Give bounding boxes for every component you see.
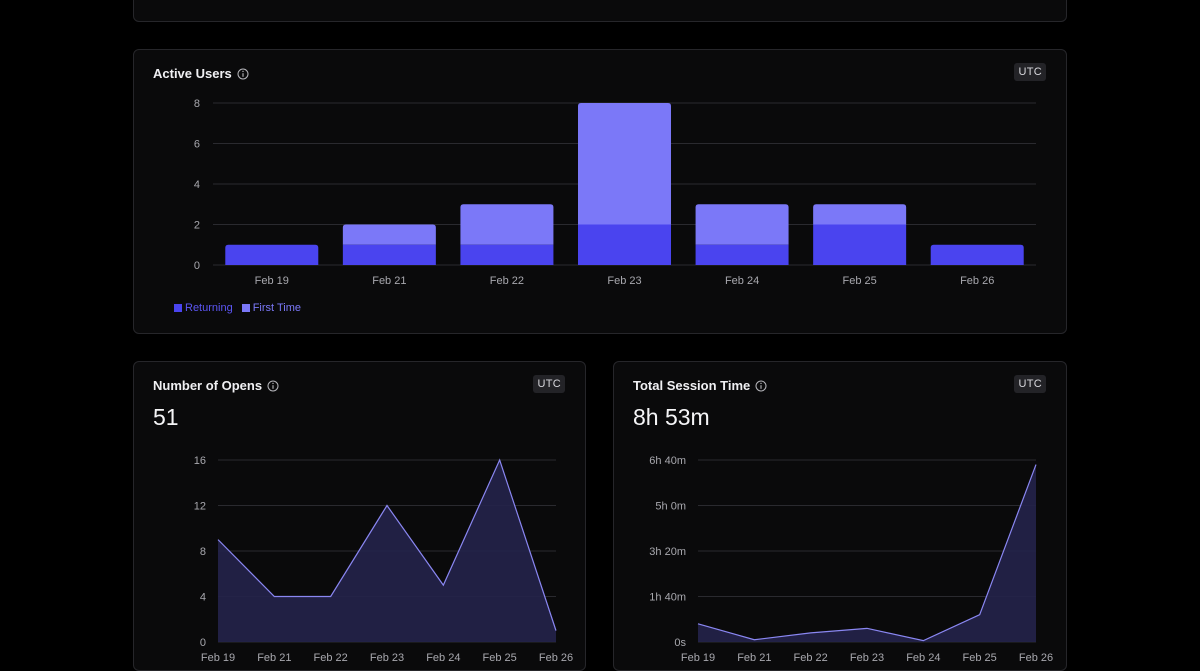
x-tick-label: Feb 26 xyxy=(960,275,994,287)
bar-first-time xyxy=(578,103,671,225)
session-total: 8h 53m xyxy=(633,404,710,430)
series-line xyxy=(217,458,557,631)
timezone-badge[interactable]: UTC xyxy=(533,375,565,393)
number-of-opens-card: Number of Opens UTC 51 0 4 8 12 16 Feb 19 Feb … xyxy=(133,361,586,671)
x-tick-label: Feb 26 xyxy=(1019,652,1053,664)
info-icon[interactable] xyxy=(267,380,279,392)
active-users-title-text: Active Users xyxy=(153,66,232,81)
timezone-badge[interactable]: UTC xyxy=(1014,375,1046,393)
y-tick-label: 8 xyxy=(194,98,200,110)
bar-returning xyxy=(342,244,436,265)
bar-first-time xyxy=(342,224,436,245)
active-users-title: Active Users xyxy=(153,66,249,81)
y-tick-label: 2 xyxy=(194,220,200,232)
x-tick-label: Feb 21 xyxy=(372,275,406,287)
legend-swatch-first-time xyxy=(241,304,250,312)
legend-item-returning[interactable]: Returning xyxy=(174,302,233,314)
x-tick-label: Feb 19 xyxy=(201,652,235,664)
y-tick-label: 16 xyxy=(194,455,206,467)
series-line xyxy=(697,464,1037,642)
x-tick-label: Feb 25 xyxy=(483,652,517,664)
x-tick-label: Feb 26 xyxy=(539,652,573,664)
bar-first-time xyxy=(813,204,907,225)
x-tick-label: Feb 23 xyxy=(370,652,404,664)
bar-returning xyxy=(695,244,789,265)
bar-first-time xyxy=(460,204,554,245)
session-time-chart: 0s 1h 40m 3h 20m 5h 0m 6h 40m Feb 19 Feb 21 Feb… xyxy=(649,455,1053,664)
info-icon[interactable] xyxy=(237,68,249,80)
y-tick-label: 0 xyxy=(200,637,206,649)
x-tick-label: Feb 21 xyxy=(737,652,771,664)
session-title-text: Total Session Time xyxy=(633,378,751,393)
active-users-card: Active Users UTC 0 2 4 6 8 Feb 19 Feb 21 Feb 22… xyxy=(133,49,1067,334)
x-tick-label: Feb 22 xyxy=(314,652,348,664)
x-tick-label: Feb 22 xyxy=(490,275,524,287)
legend-swatch-returning xyxy=(174,304,182,312)
opens-title-text: Number of Opens xyxy=(153,378,263,393)
x-tick-label: Feb 19 xyxy=(681,652,715,664)
x-tick-label: Feb 25 xyxy=(963,652,997,664)
bar-first-time xyxy=(695,204,789,245)
y-tick-label: 5h 0m xyxy=(655,501,686,513)
bar-returning xyxy=(930,244,1024,265)
y-tick-label: 6 xyxy=(194,139,200,151)
legend-item-first-time[interactable]: First Time xyxy=(241,302,301,314)
opens-title: Number of Opens xyxy=(153,378,279,393)
session-title: Total Session Time xyxy=(633,378,767,393)
info-icon[interactable] xyxy=(755,380,767,392)
total-session-time-card: Total Session Time UTC 8h 53m 0s 1h 40m 3h… xyxy=(613,361,1067,671)
y-tick-label: 4 xyxy=(200,592,206,604)
x-tick-label: Feb 21 xyxy=(257,652,291,664)
y-tick-label: 1h 40m xyxy=(649,592,686,604)
x-tick-label: Feb 19 xyxy=(255,275,289,287)
y-tick-label: 6h 40m xyxy=(649,455,686,467)
legend-label-returning: Returning xyxy=(185,302,233,314)
timezone-badge[interactable]: UTC xyxy=(1014,63,1046,81)
bar-returning xyxy=(460,244,554,265)
x-tick-label: Feb 25 xyxy=(843,275,877,287)
legend-label-first-time: First Time xyxy=(252,302,301,314)
bar-returning xyxy=(578,224,671,265)
y-tick-label: 8 xyxy=(200,546,206,558)
x-tick-label: Feb 24 xyxy=(906,652,940,664)
opens-total: 51 xyxy=(153,404,179,430)
previous-metric-card: 13 xyxy=(133,0,1067,22)
x-tick-label: Feb 22 xyxy=(794,652,828,664)
active-users-chart: 0 2 4 6 8 Feb 19 Feb 21 Feb 22 Feb 23 Feb 24 Feb 2… xyxy=(194,98,1036,287)
y-tick-label: 4 xyxy=(194,179,200,191)
area-fill xyxy=(698,464,1036,642)
y-tick-label: 12 xyxy=(194,501,206,513)
bar-returning xyxy=(813,224,907,265)
y-tick-label: 0s xyxy=(674,637,686,649)
opens-chart: 0 4 8 12 16 Feb 19 Feb 21 Feb 22 Feb 23 Feb 24 Feb… xyxy=(194,455,573,664)
y-tick-label: 3h 20m xyxy=(649,546,686,558)
chart-legend: Returning First Time xyxy=(174,302,301,314)
x-tick-label: Feb 24 xyxy=(426,652,460,664)
x-tick-label: Feb 24 xyxy=(725,275,759,287)
y-tick-label: 0 xyxy=(194,260,200,272)
x-tick-label: Feb 23 xyxy=(850,652,884,664)
bar-returning xyxy=(225,244,319,265)
x-tick-label: Feb 23 xyxy=(607,275,641,287)
